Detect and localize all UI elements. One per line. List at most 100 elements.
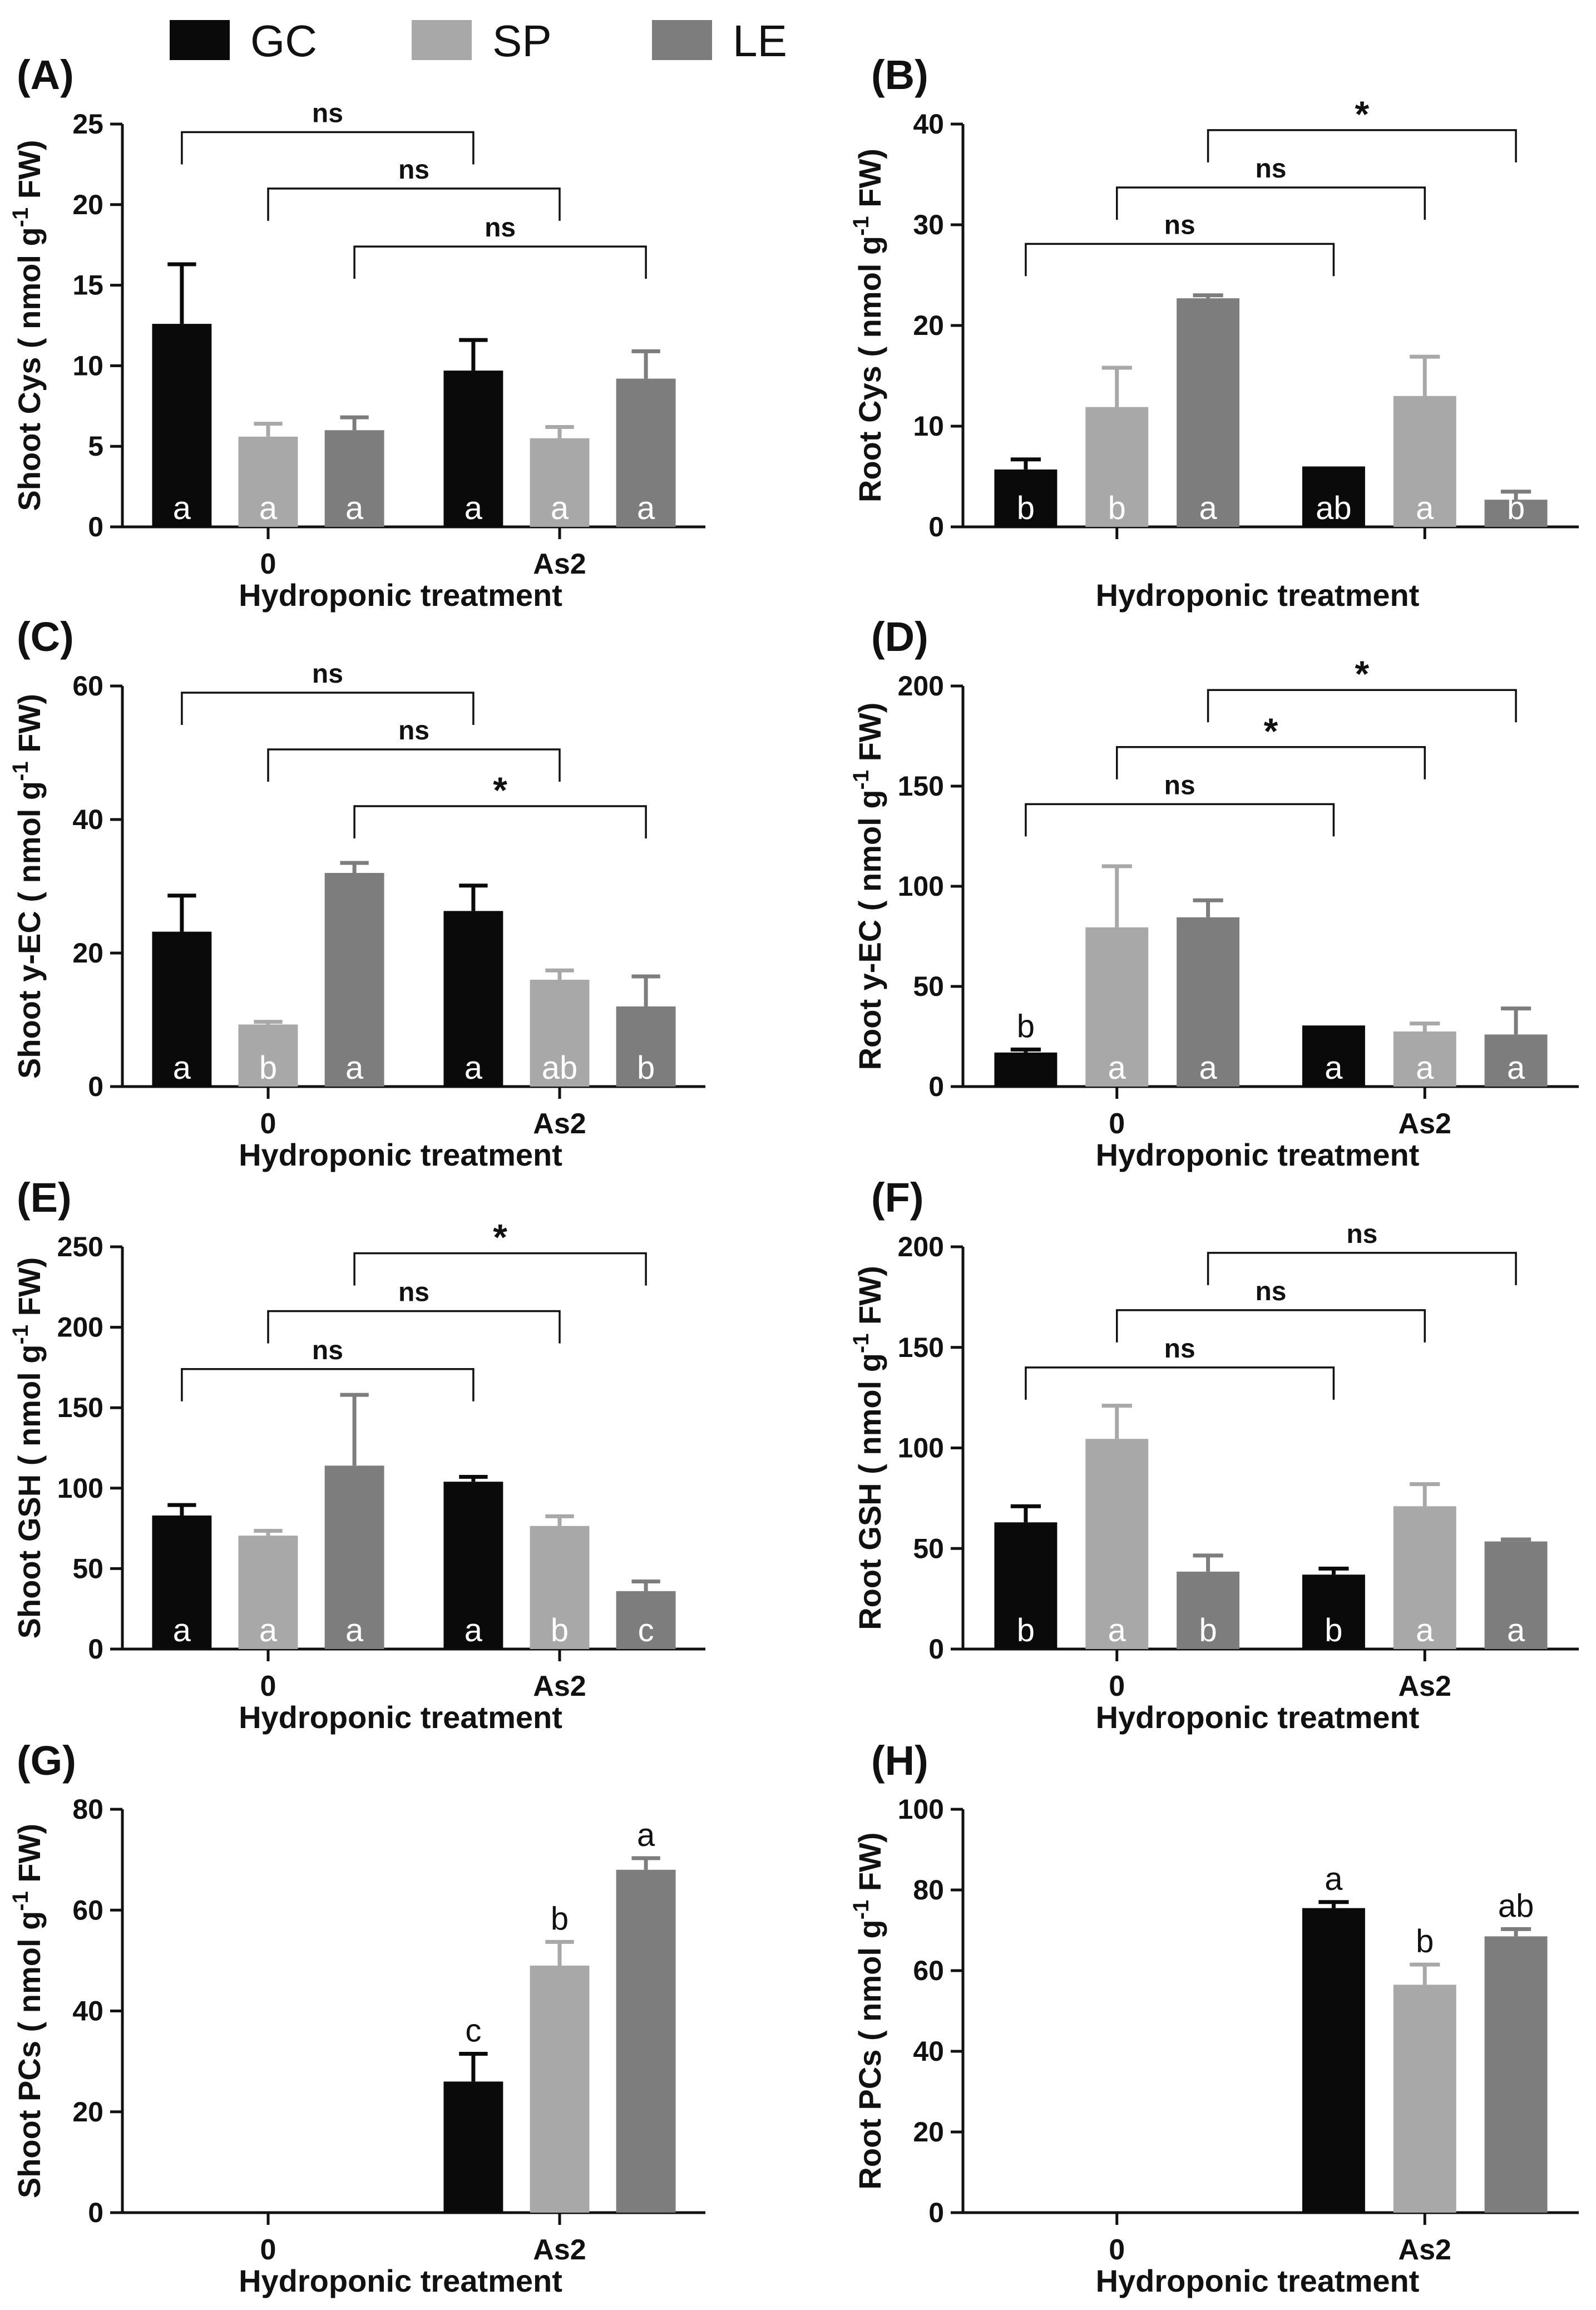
y-tick-label: 10 [913,411,944,442]
x-tick-label: 0 [1109,1108,1125,1140]
significance-letter: a [345,490,364,526]
bar-sp-control [1085,927,1149,1087]
y-tick-label: 30 [913,209,944,240]
y-axis-title: Root Cys ( nmol g-1 FW) [849,149,887,502]
legend-swatch-le [652,20,712,60]
comparison-label: ns [398,1278,429,1307]
y-axis-title: Shoot PCs ( nmol g-1 FW) [8,1824,47,2198]
y-axis-title: Root GSH ( nmol g-1 FW) [849,1266,887,1630]
y-tick-label: 0 [88,1071,103,1102]
y-tick-label: 60 [72,670,103,702]
panel-label: (A) [17,52,74,98]
comparison-bracket [1116,186,1426,220]
bar-sp-control [1085,407,1149,527]
comparison-label: ns [312,659,343,689]
bar-le-as2 [616,1591,676,1649]
bar-gc-as2 [1302,1025,1365,1087]
y-axis-title-part: FW) [12,694,47,761]
comparison-bracket [1025,803,1335,837]
comparison-label: ns [1346,1220,1377,1249]
significance-letter: a [1325,1861,1343,1897]
significance-letter: ab [1316,490,1352,526]
x-tick-label: 0 [260,548,276,580]
comparison-label: * [493,1217,507,1258]
significance-letter: a [173,1612,191,1648]
y-tick-label: 0 [928,1071,944,1102]
significance-letter: a [259,1612,278,1648]
y-tick-label: 0 [88,2197,103,2228]
x-tick-label: As2 [533,1108,586,1140]
significance-letter: a [465,490,483,526]
y-axis-title-part: Root y-EC ( nmol g [852,789,887,1070]
x-axis-title: Hydroponic treatment [239,578,562,613]
significance-letter: a [465,1050,483,1086]
significance-letter: a [637,1817,655,1853]
comparison-label: ns [1164,210,1195,240]
significance-letter: a [637,490,655,526]
comparison-label: ns [312,98,343,128]
y-axis-title-part: FW) [12,1257,47,1325]
y-tick-label: 200 [57,1312,103,1343]
y-tick-label: 250 [57,1231,103,1262]
x-axis-title: Hydroponic treatment [239,1700,562,1735]
y-tick-label: 200 [898,670,944,702]
bar-gc-as2 [1302,466,1365,527]
y-axis-title-part: FW) [12,1824,47,1891]
significance-letter: a [1416,1050,1434,1086]
y-axis-title-part: FW) [852,1266,887,1333]
comparison-bracket [1116,1309,1426,1342]
panel-b: (B) 0 10 20 30 40 Hydroponic treatment Root Cys… [849,52,1579,613]
y-tick-label: 40 [72,804,103,835]
significance-letter: ab [1498,1888,1534,1924]
bar-sp-as2 [1393,1506,1456,1649]
bar-le-as2 [1484,1936,1548,2213]
legend-label-le: LE [733,16,787,66]
y-axis-title: Root PCs ( nmol g-1 FW) [849,1832,887,2189]
significance-letter: a [173,490,191,526]
x-tick-label: As2 [1399,1108,1451,1140]
x-tick-label: 0 [260,1670,276,1702]
comparison-bracket [1025,243,1335,277]
comparison-bracket [1207,689,1517,723]
y-axis-title-part: Root PCs ( nmol g [852,1919,887,2189]
x-tick-label: 0 [260,2234,276,2266]
x-axis-title: Hydroponic treatment [1096,2263,1420,2298]
y-axis-title-part: FW) [852,703,887,770]
y-tick-label: 20 [72,937,103,969]
comparison-label: * [1355,653,1369,694]
comparison-bracket [267,1310,561,1344]
comparison-bracket [181,131,475,165]
comparison-label: ns [398,716,429,746]
comparison-label: ns [1164,771,1195,800]
y-axis-title-sup: -1 [849,1333,873,1353]
significance-letter: a [551,490,569,526]
y-axis-title: Shoot y-EC ( nmol g-1 FW) [8,694,47,1079]
bar-gc-as2 [443,371,503,527]
significance-letter: a [1416,1612,1434,1648]
comparison-bracket [1116,746,1426,779]
bar-le-control [324,430,384,527]
comparison-bracket [1207,1252,1517,1285]
significance-letter: a [1507,1050,1525,1086]
bar-gc-as2 [443,2081,503,2213]
bar-sp-control [238,1024,298,1087]
y-axis-title-sup: -1 [8,761,33,781]
bar-gc-as2 [1302,1574,1365,1649]
y-tick-label: 10 [72,350,103,381]
x-tick-label: 0 [1109,2234,1125,2266]
y-tick-label: 0 [928,2197,944,2228]
significance-letter: b [1017,1612,1035,1648]
y-tick-label: 80 [913,1874,944,1906]
comparison-bracket [353,805,647,838]
bar-le-as2 [1484,1034,1548,1087]
significance-letter: b [259,1050,277,1086]
bar-le-as2 [616,1869,676,2213]
bar-sp-control [238,1536,298,1649]
bar-gc-as2 [443,1482,503,1649]
comparison-label: * [1264,710,1278,752]
significance-letter: b [1507,490,1525,526]
bar-le-as2 [616,1006,676,1087]
comparison-label: ns [398,155,429,185]
